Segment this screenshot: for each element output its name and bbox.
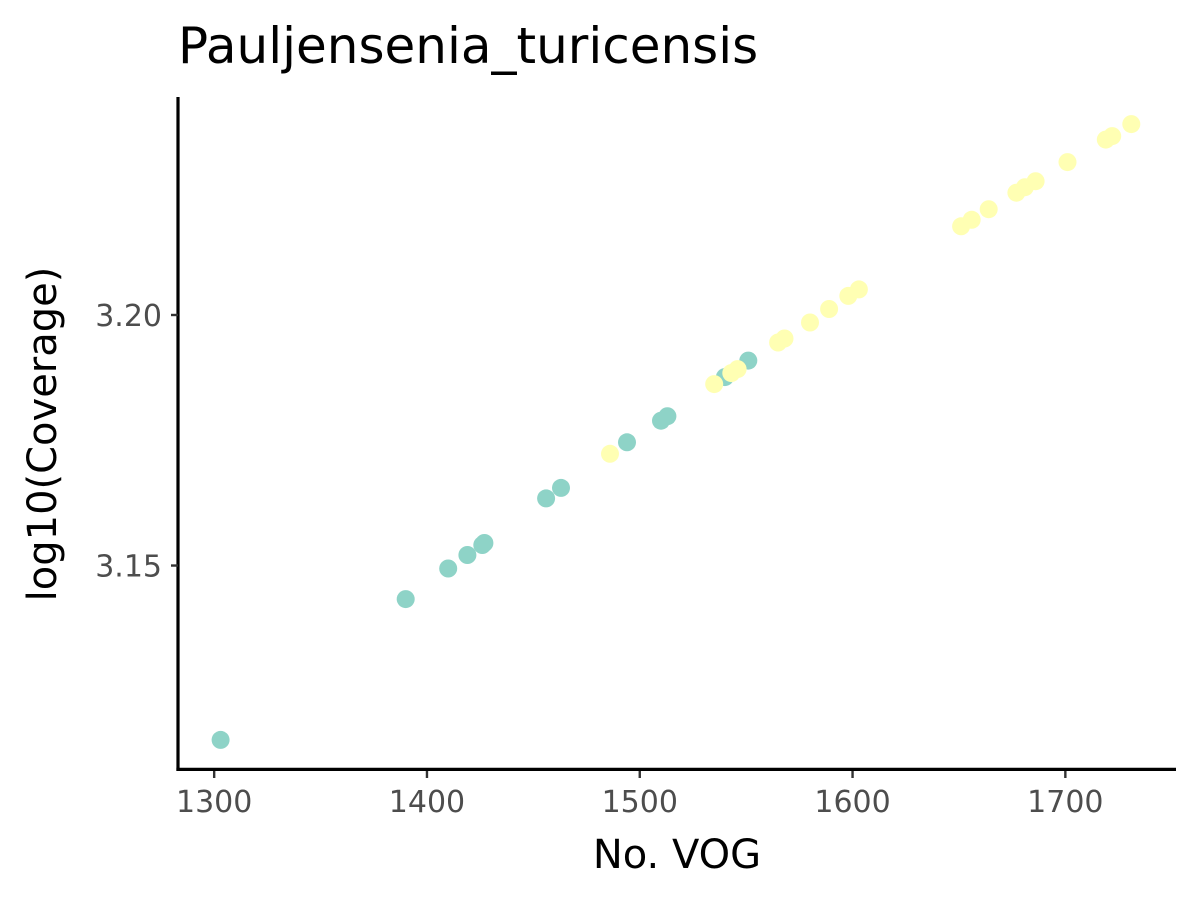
data-point	[601, 444, 619, 463]
data-point	[1103, 127, 1122, 146]
data-point	[1058, 153, 1077, 172]
points-layer	[211, 115, 1141, 749]
data-point	[458, 546, 477, 564]
y-tick-label: 3.20	[95, 299, 162, 334]
data-point	[1122, 115, 1141, 134]
x-tick-label: 1600	[814, 785, 890, 820]
x-axis-title: No. VOG	[593, 832, 761, 878]
data-point	[552, 478, 570, 497]
data-point	[211, 730, 230, 749]
data-point	[962, 210, 981, 229]
data-point	[801, 313, 819, 332]
x-tick-label: 1500	[602, 785, 678, 820]
data-point	[979, 200, 998, 219]
chart-title: Pauljensenia_turicensis	[178, 17, 758, 75]
y-tick-label: 3.15	[95, 550, 162, 585]
data-point	[658, 407, 677, 426]
data-point	[775, 329, 794, 348]
data-point	[396, 590, 415, 609]
data-point	[1026, 172, 1045, 191]
data-point	[439, 559, 458, 578]
data-point	[820, 300, 839, 318]
data-point	[618, 433, 636, 452]
data-point	[475, 534, 494, 552]
data-point	[728, 360, 747, 379]
data-point	[537, 489, 556, 508]
y-axis-title: log10(Coverage)	[20, 267, 66, 602]
y-axis-ticks: 3.15 3.20	[95, 299, 178, 585]
x-axis-ticks: 1300 1400 1500 1600 1700	[176, 771, 1104, 820]
x-tick-label: 1700	[1027, 785, 1103, 820]
x-tick-label: 1400	[389, 785, 465, 820]
data-point	[705, 375, 724, 394]
data-point	[849, 280, 868, 299]
x-tick-label: 1300	[176, 785, 252, 820]
